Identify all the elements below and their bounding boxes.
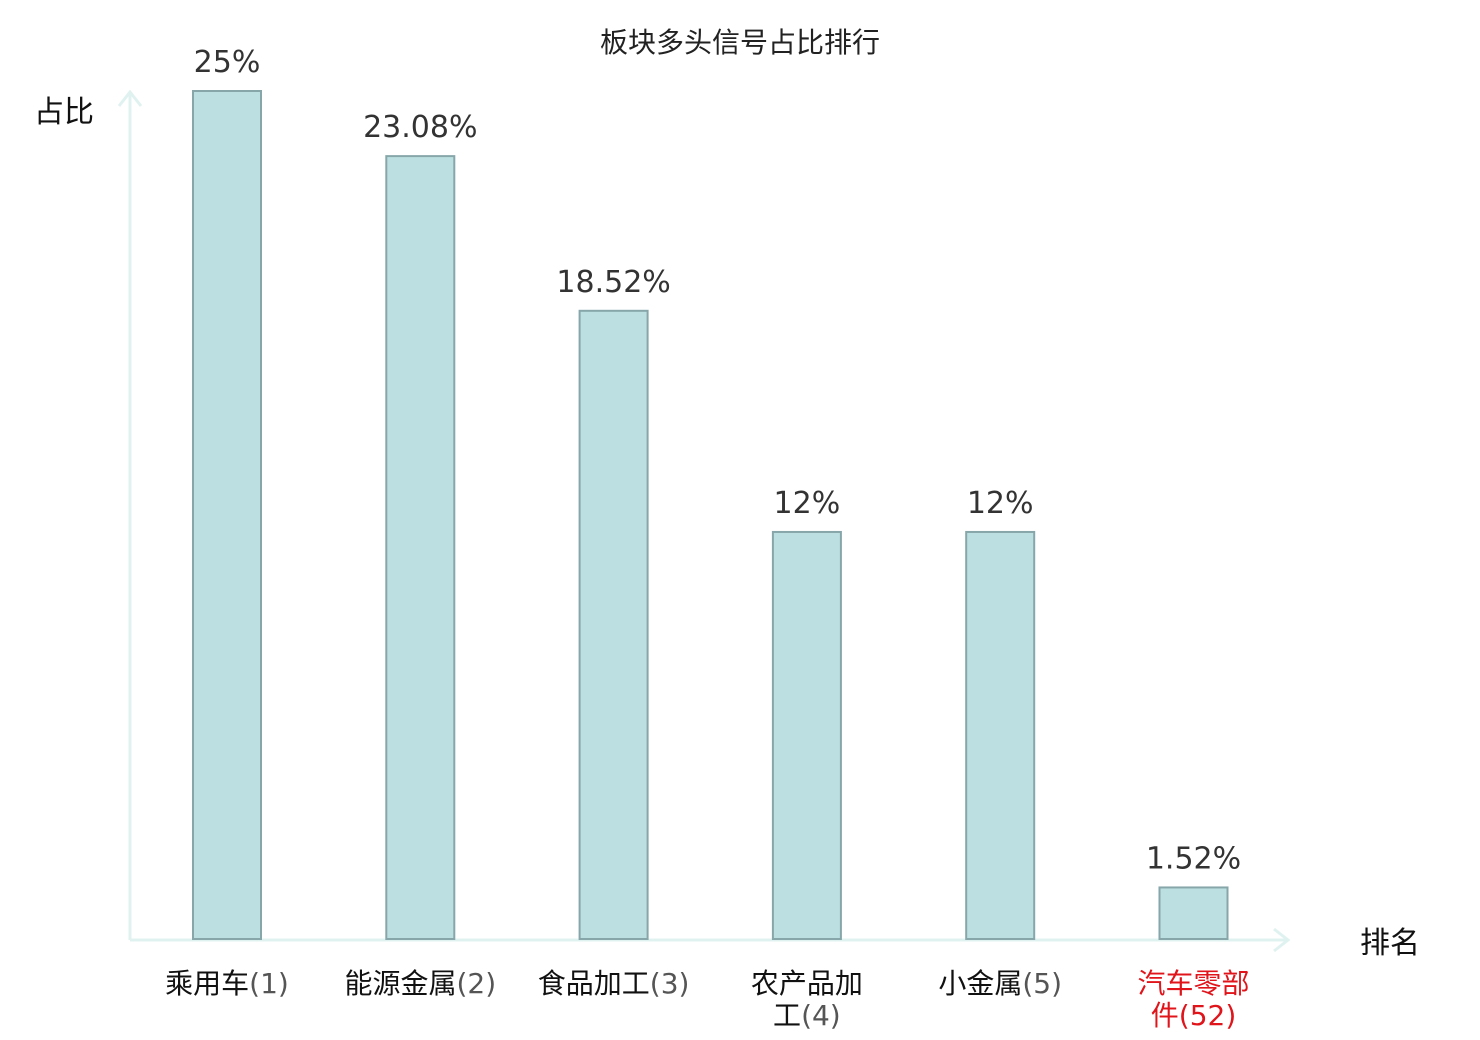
category-name-line: 件	[1151, 999, 1179, 1032]
bar-4	[771, 530, 842, 941]
category-name-line: 食品加工	[538, 967, 650, 1000]
value-label-3: 18.52%	[556, 265, 670, 300]
bar-3	[578, 309, 649, 941]
category-rank: (52)	[1179, 999, 1236, 1032]
category-label-4: 农产品加工(4)	[751, 967, 863, 1032]
axes	[117, 89, 1291, 953]
category-label-5: 小金属(5)	[938, 967, 1062, 1000]
category-rank: (1)	[249, 967, 289, 1000]
category-name-line: 小金属	[938, 967, 1022, 1000]
x-axis-label: 排名	[1360, 926, 1420, 961]
value-label-6: 1.52%	[1146, 841, 1241, 876]
category-label-3: 食品加工(3)	[538, 967, 690, 1000]
category-labels: 乘用车(1) 能源金属(2) 食品加工(3) 农产品加工(4)小金属(5) 汽车零部件(…	[165, 967, 1249, 1032]
value-label-1: 25%	[194, 45, 261, 80]
value-label-4: 12%	[774, 486, 841, 521]
category-name-line: 能源金属	[344, 967, 456, 1000]
chart-title: 板块多头信号占比排行	[600, 26, 880, 59]
category-label-6: 汽车零部件(52)	[1137, 967, 1249, 1032]
x-axis-arrow-icon	[1273, 927, 1291, 953]
value-labels: 25% 23.08% 18.52% 12% 12% 1.52%	[194, 45, 1242, 876]
category-name-line: 农产品加	[751, 967, 863, 1000]
category-name-line: 乘用车	[165, 967, 249, 1000]
bar-5	[965, 530, 1036, 941]
category-name-line: 工	[773, 999, 801, 1032]
value-label-5: 12%	[967, 486, 1034, 521]
bar-2	[385, 155, 456, 940]
category-rank: (3)	[650, 967, 690, 1000]
bar-1	[192, 90, 262, 940]
y-axis-arrow-icon	[117, 89, 143, 107]
category-label-1: 乘用车(1)	[165, 967, 289, 1000]
category-rank: (2)	[456, 967, 496, 1000]
y-axis-label: 占比	[34, 95, 94, 130]
category-name-line: 汽车零部	[1137, 967, 1249, 1000]
bar-6	[1158, 886, 1229, 940]
bars	[192, 90, 1229, 941]
category-label-2: 能源金属(2)	[344, 967, 496, 1000]
category-rank: (5)	[1022, 967, 1062, 1000]
value-label-2: 23.08%	[363, 110, 477, 145]
category-rank: (4)	[801, 999, 841, 1032]
